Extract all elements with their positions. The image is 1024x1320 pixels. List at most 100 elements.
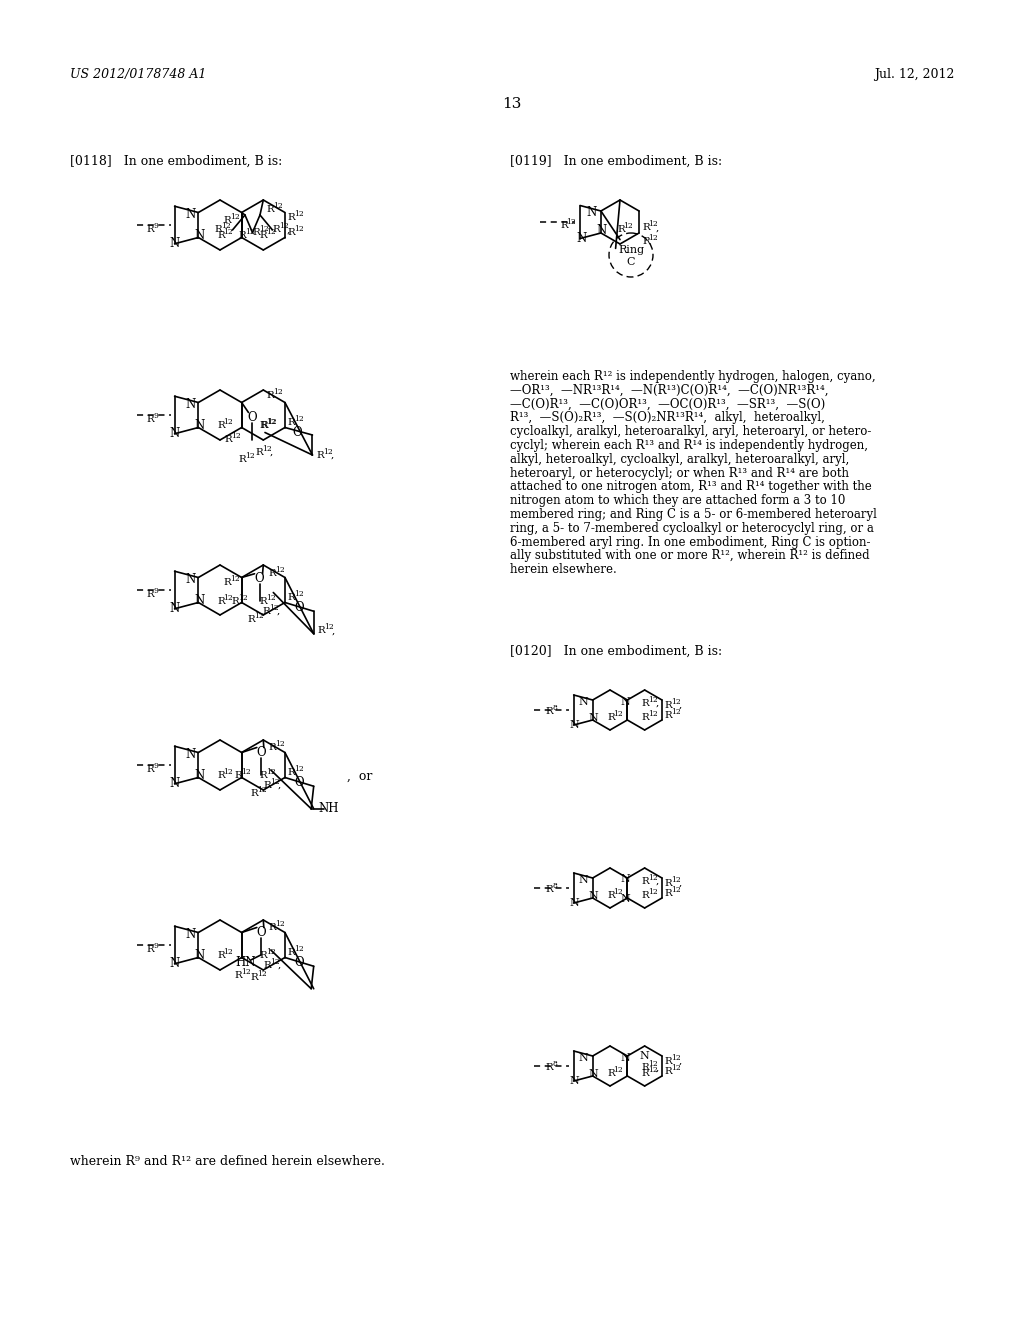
Text: R: R — [146, 416, 155, 424]
Text: N: N — [195, 949, 205, 962]
Text: 12: 12 — [245, 453, 255, 461]
Text: 12: 12 — [672, 1064, 681, 1072]
Text: N: N — [569, 898, 580, 908]
Text: R: R — [259, 421, 267, 430]
Text: N: N — [621, 874, 630, 884]
Text: R: R — [288, 948, 296, 957]
Text: 12: 12 — [230, 576, 240, 583]
Text: wherein each R¹² is independently hydrogen, halogen, cyano,: wherein each R¹² is independently hydrog… — [510, 370, 876, 383]
Text: R: R — [266, 391, 274, 400]
Text: 12: 12 — [272, 202, 283, 210]
Text: 12: 12 — [269, 603, 279, 611]
Text: ,: , — [655, 1064, 658, 1072]
Text: 12: 12 — [242, 968, 251, 975]
Text: ,: , — [656, 223, 659, 232]
Text: R: R — [665, 710, 673, 719]
Text: wherein R⁹ and R¹² are defined herein elsewhere.: wherein R⁹ and R¹² are defined herein el… — [70, 1155, 385, 1168]
Text: 12: 12 — [672, 875, 681, 883]
Text: 12: 12 — [613, 1065, 624, 1073]
Text: R: R — [259, 771, 267, 780]
Text: 12: 12 — [262, 445, 271, 453]
Text: R: R — [665, 888, 673, 898]
Text: N: N — [170, 957, 180, 970]
Text: N: N — [569, 1076, 580, 1086]
Text: 9: 9 — [154, 762, 158, 771]
Text: R: R — [217, 421, 224, 430]
Text: R: R — [223, 578, 231, 587]
Text: 12: 12 — [648, 696, 657, 704]
Text: R: R — [288, 418, 296, 426]
Text: R: R — [607, 891, 614, 899]
Text: C: C — [627, 257, 635, 267]
Text: R: R — [264, 961, 271, 969]
Text: 12: 12 — [648, 710, 657, 718]
Text: 12: 12 — [323, 447, 333, 455]
Text: 12: 12 — [613, 710, 624, 718]
Text: R: R — [642, 713, 649, 722]
Text: ,: , — [655, 698, 658, 708]
Text: R: R — [251, 973, 258, 982]
Text: 8: 8 — [552, 704, 557, 711]
Text: R: R — [231, 597, 240, 606]
Text: ,: , — [287, 226, 290, 235]
Text: R: R — [317, 626, 326, 635]
Text: alkyl, heteroalkyl, cycloalkyl, aralkyl, heteroaralkyl, aryl,: alkyl, heteroalkyl, cycloalkyl, aralkyl,… — [510, 453, 849, 466]
Text: 12: 12 — [279, 223, 289, 231]
Text: N: N — [587, 206, 597, 219]
Text: 12: 12 — [267, 418, 276, 426]
Text: 12: 12 — [266, 594, 275, 602]
Text: ,: , — [331, 450, 334, 459]
Text: O: O — [294, 776, 303, 789]
Text: 12: 12 — [223, 768, 233, 776]
Text: 12: 12 — [259, 224, 268, 234]
Text: R: R — [665, 1056, 673, 1065]
Text: 12: 12 — [254, 612, 264, 620]
Text: ,: , — [679, 1056, 682, 1065]
Text: N: N — [170, 602, 180, 615]
Text: 12: 12 — [223, 949, 233, 957]
Text: 12: 12 — [613, 887, 624, 895]
Text: ,  or: , or — [347, 770, 373, 783]
Text: R: R — [268, 743, 276, 752]
Text: ,: , — [269, 447, 272, 457]
Text: N: N — [195, 228, 205, 242]
Text: 12: 12 — [242, 767, 251, 776]
Text: ring, a 5- to 7-membered cycloalkyl or heterocyclyl ring, or a: ring, a 5- to 7-membered cycloalkyl or h… — [510, 521, 873, 535]
Text: O: O — [256, 927, 265, 939]
Text: cycloalkyl, aralkyl, heteroaralkyl, aryl, heteroaryl, or hetero-: cycloalkyl, aralkyl, heteroaralkyl, aryl… — [510, 425, 871, 438]
Text: R: R — [288, 213, 296, 222]
Text: R: R — [262, 607, 270, 615]
Text: N: N — [185, 573, 196, 586]
Text: N: N — [185, 209, 196, 220]
Text: N: N — [589, 891, 599, 902]
Text: R: R — [665, 701, 673, 710]
Text: 12: 12 — [274, 741, 285, 748]
Text: 12: 12 — [672, 1053, 681, 1061]
Text: O: O — [294, 601, 303, 614]
Text: 6-membered aryl ring. In one embodiment, Ring C is option-: 6-membered aryl ring. In one embodiment,… — [510, 536, 870, 549]
Text: 12: 12 — [295, 224, 304, 234]
Text: 12: 12 — [238, 594, 248, 602]
Text: R: R — [217, 597, 224, 606]
Text: N: N — [640, 1051, 649, 1061]
Text: N: N — [185, 399, 196, 411]
Text: R: R — [223, 216, 231, 224]
Text: R: R — [214, 226, 222, 235]
Text: O: O — [248, 411, 257, 424]
Text: R: R — [607, 713, 614, 722]
Text: R: R — [642, 1068, 649, 1077]
Text: R: R — [217, 952, 224, 961]
Text: R: R — [288, 593, 296, 602]
Text: R: R — [217, 771, 224, 780]
Text: N: N — [589, 1069, 599, 1078]
Text: ,: , — [332, 626, 335, 635]
Text: nitrogen atom to which they are attached form a 3 to 10: nitrogen atom to which they are attached… — [510, 494, 846, 507]
Text: HN: HN — [236, 956, 256, 969]
Text: N: N — [579, 697, 589, 708]
Text: 12: 12 — [266, 228, 275, 236]
Text: ,: , — [278, 961, 281, 969]
Text: R: R — [642, 876, 649, 886]
Text: R: R — [560, 220, 567, 230]
Text: R: R — [272, 226, 281, 235]
Text: US 2012/0178748 A1: US 2012/0178748 A1 — [70, 69, 207, 81]
